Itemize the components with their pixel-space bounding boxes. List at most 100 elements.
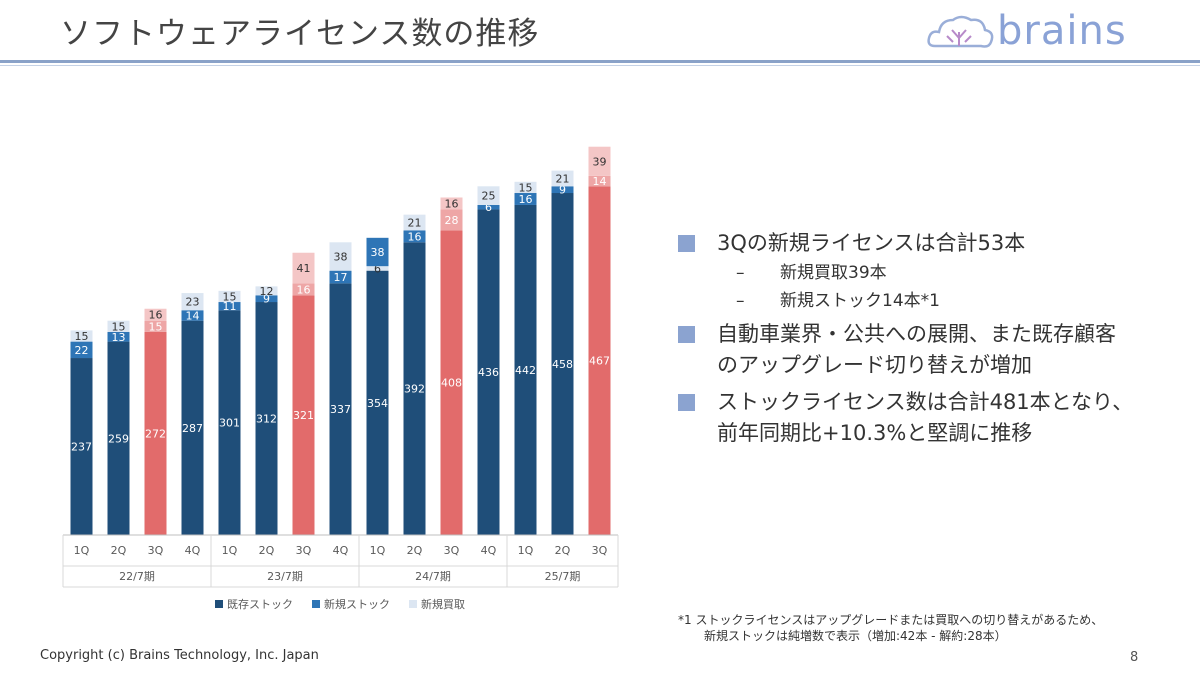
bar-segment — [292, 252, 315, 284]
data-label: 12 — [260, 285, 274, 298]
x-tick-label: 1Q — [518, 544, 534, 557]
data-label: 38 — [371, 246, 385, 259]
bar-segment — [477, 209, 500, 536]
data-label: 16 — [445, 197, 459, 210]
data-label: 23 — [186, 296, 200, 309]
bar-segment — [329, 270, 352, 284]
data-label: 16 — [297, 283, 311, 296]
data-label: 321 — [293, 409, 314, 422]
bullet-list: 3Qの新規ライセンスは合計53本 – 新規買取39本 – 新規ストック14本*1… — [678, 228, 1198, 449]
bar-segment — [403, 230, 426, 243]
data-label: 16 — [408, 230, 422, 243]
data-label: 436 — [478, 366, 499, 379]
x-tick-label: 1Q — [74, 544, 90, 557]
data-label: 16 — [519, 193, 533, 206]
data-label: 392 — [404, 383, 425, 396]
legend-swatch — [215, 600, 223, 608]
x-tick-label: 2Q — [111, 544, 127, 557]
bar-segment — [403, 242, 426, 536]
data-label: 22 — [75, 344, 89, 357]
bar-segment — [107, 331, 130, 342]
bar-segment — [70, 330, 93, 342]
bar-segment — [218, 302, 241, 311]
bar-segment — [440, 197, 463, 210]
data-label: 14 — [186, 309, 200, 322]
bar-segment — [477, 186, 500, 205]
bullet-square-icon — [678, 394, 695, 411]
page-title: ソフトウェアライセンス数の推移 — [60, 16, 540, 52]
bar-segment — [477, 204, 500, 210]
bullet-3: ストックライセンス数は合計481本となり、 前年同期比+10.3%と堅調に推移 — [678, 387, 1198, 449]
footnote-line-2: 新規ストックは純増数で表示（増加:42本 - 解約:28本） — [704, 629, 1007, 643]
dash-icon: – — [736, 291, 745, 311]
cloud-logo-icon — [927, 15, 994, 48]
legend-label: 新規ストック — [324, 597, 390, 611]
bar-segment — [181, 293, 204, 311]
bar-segment — [440, 230, 463, 535]
data-label: 15 — [223, 290, 237, 303]
bar-segment — [514, 204, 537, 535]
brains-logo: brains — [925, 6, 1155, 62]
data-label: 287 — [182, 422, 203, 435]
bar-segment — [551, 193, 574, 535]
data-label: 312 — [256, 413, 277, 426]
data-label: 15 — [75, 330, 89, 343]
x-tick-label: 4Q — [333, 544, 349, 557]
bar-segment — [144, 320, 167, 332]
data-label: 408 — [441, 377, 462, 390]
bar-segment — [366, 266, 389, 271]
bar-segment — [255, 295, 278, 303]
copyright: Copyright (c) Brains Technology, Inc. Ja… — [40, 648, 319, 663]
bar-segment — [181, 310, 204, 321]
data-label: 15 — [112, 320, 126, 333]
bar-segment — [366, 237, 389, 267]
data-label: 6 — [374, 262, 381, 275]
x-tick-label: 4Q — [481, 544, 497, 557]
x-tick-label: 2Q — [407, 544, 423, 557]
data-label: 458 — [552, 358, 573, 371]
sub-bullet-2-text: 新規ストック14本*1 — [780, 291, 940, 311]
data-label: 272 — [145, 427, 166, 440]
license-chart: 2372215259131527215162871423301111531291… — [62, 146, 619, 611]
data-label: 28 — [445, 214, 459, 227]
data-label: 354 — [367, 397, 388, 410]
logo-wordmark: brains — [997, 8, 1127, 54]
bar-segment — [144, 331, 167, 535]
bar-segment — [329, 283, 352, 535]
bar-segment — [218, 310, 241, 535]
group-label: 25/7期 — [545, 570, 581, 583]
bar-segment — [403, 214, 426, 231]
title-underline — [0, 60, 1200, 63]
data-label: 21 — [408, 217, 422, 230]
bar-segment — [588, 175, 611, 187]
bar-segment — [514, 181, 537, 194]
data-label: 11 — [223, 300, 237, 313]
bar-segment — [551, 186, 574, 194]
bar-segment — [366, 270, 389, 535]
footnote: *1 ストックライセンスはアップグレードまたは買取への切り替えがあるため、 新規… — [678, 612, 1103, 644]
bullet-2-line-1: 自動車業界・公共への展開、また既存顧客 — [717, 322, 1116, 346]
bar-segment — [181, 320, 204, 535]
bar-segment — [255, 286, 278, 296]
data-label: 17 — [334, 271, 348, 284]
x-tick-label: 4Q — [185, 544, 201, 557]
x-tick-label: 3Q — [148, 544, 164, 557]
data-label: 14 — [593, 175, 607, 188]
bar-segment — [70, 341, 93, 359]
data-label: 9 — [263, 293, 270, 306]
group-label: 24/7期 — [415, 570, 451, 583]
legend-swatch — [409, 600, 417, 608]
bar-segment — [255, 302, 278, 535]
bar-segment — [107, 341, 130, 535]
bar-segment — [551, 170, 574, 187]
data-label: 13 — [112, 331, 126, 344]
data-label: 442 — [515, 364, 536, 377]
data-label: 259 — [108, 432, 129, 445]
page-number: 8 — [1130, 650, 1139, 665]
data-label: 337 — [330, 403, 351, 416]
bar-segment — [440, 209, 463, 231]
bar-segment — [218, 290, 241, 303]
x-tick-label: 2Q — [259, 544, 275, 557]
bullet-2-line-2: のアップグレード切り替えが増加 — [717, 353, 1032, 377]
data-label: 25 — [482, 190, 496, 203]
